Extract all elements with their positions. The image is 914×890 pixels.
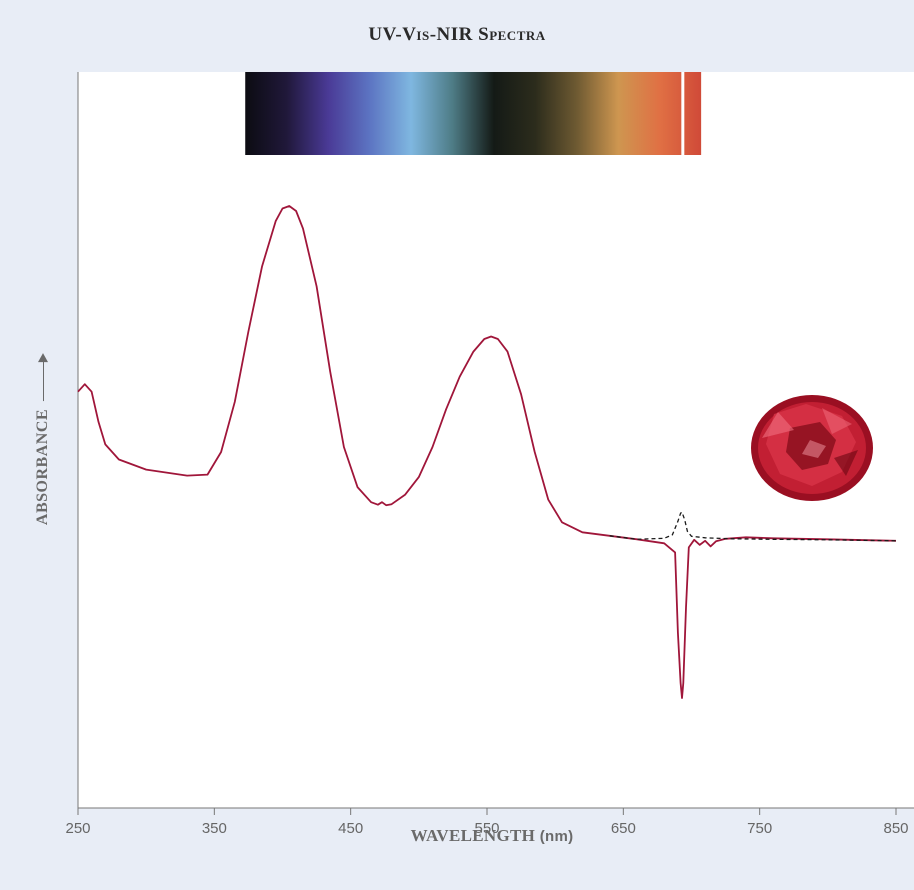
spectrum-band-gradient [245,72,702,155]
x-tick-label: 850 [883,820,908,837]
x-tick-label: 750 [747,820,772,837]
dashed-series-line [609,511,897,542]
y-axis-label: ABSORBANCE [34,354,52,526]
series-group [77,205,897,699]
x-tick-label: 650 [611,820,636,837]
x-axis-label: WAVELENGTH (nm) [0,826,914,846]
x-tick-label: 550 [474,820,499,837]
ruby-gem-image [751,395,873,501]
x-axis-unit: (nm) [539,828,574,845]
x-tick-label: 450 [338,820,363,837]
y-axis-label-text: ABSORBANCE [34,408,51,526]
visible-spectrum-band [245,72,702,155]
chart-title: UV-Vis-NIR Spectra [368,24,546,45]
x-tick-label: 350 [202,820,227,837]
x-axis-ticks: 250 350 450 550 650 750 850 [65,808,909,837]
x-axis-label-text: WAVELENGTH [410,826,536,845]
x-tick-label: 250 [65,820,90,837]
absorbance-series-line [77,205,897,699]
arrow-right-icon [42,354,44,401]
spectrum-band-gap [681,72,685,155]
